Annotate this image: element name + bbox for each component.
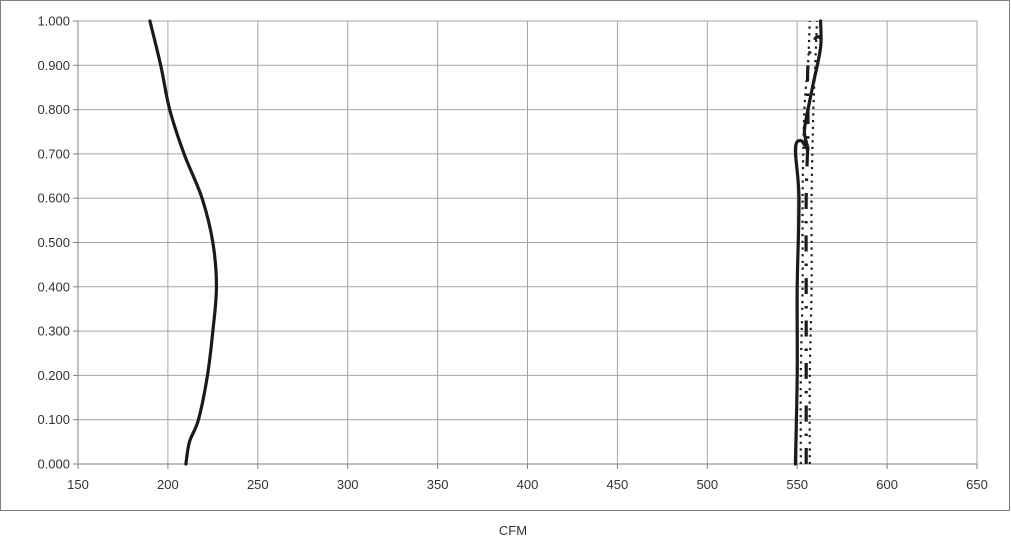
x-tick-label: 500 <box>696 477 718 492</box>
axes <box>73 20 978 469</box>
x-tick-label: 350 <box>427 477 449 492</box>
y-tick-label: 0.800 <box>37 102 70 117</box>
series-line-2-solid <box>793 19 823 466</box>
x-tick-label: 200 <box>157 477 179 492</box>
y-tick-label: 1.000 <box>37 14 70 29</box>
x-tick-label: 250 <box>247 477 269 492</box>
y-tick-label: 0.200 <box>37 368 70 383</box>
y-tick-label: 0.700 <box>37 146 70 161</box>
x-tick-label: 150 <box>67 477 89 492</box>
series-line-4-dotted <box>799 20 811 465</box>
series-line-5-dotted <box>808 20 819 465</box>
y-tick-label: 0.400 <box>37 279 70 294</box>
x-axis-title: CFM <box>499 523 527 538</box>
x-tick-label: 650 <box>966 477 988 492</box>
series-line-3-dash-dot <box>804 35 823 464</box>
x-tick-label: 300 <box>337 477 359 492</box>
series-line-1-solid <box>148 19 219 466</box>
tick-labels: 150 200 250 300 350 400 450 500 550 600 650 0.000 0.… <box>37 14 987 493</box>
x-tick-label: 600 <box>876 477 898 492</box>
y-tick-label: 0.500 <box>37 235 70 250</box>
x-tick-label: 450 <box>607 477 629 492</box>
x-tick-label: 550 <box>786 477 808 492</box>
chart-frame <box>0 0 1010 511</box>
y-tick-label: 0.000 <box>37 457 70 472</box>
series-lines <box>148 19 823 466</box>
y-tick-label: 0.600 <box>37 191 70 206</box>
y-tick-label: 0.100 <box>37 412 70 427</box>
x-tick-label: 400 <box>517 477 539 492</box>
y-tick-label: 0.900 <box>37 58 70 73</box>
y-tick-label: 0.300 <box>37 324 70 339</box>
